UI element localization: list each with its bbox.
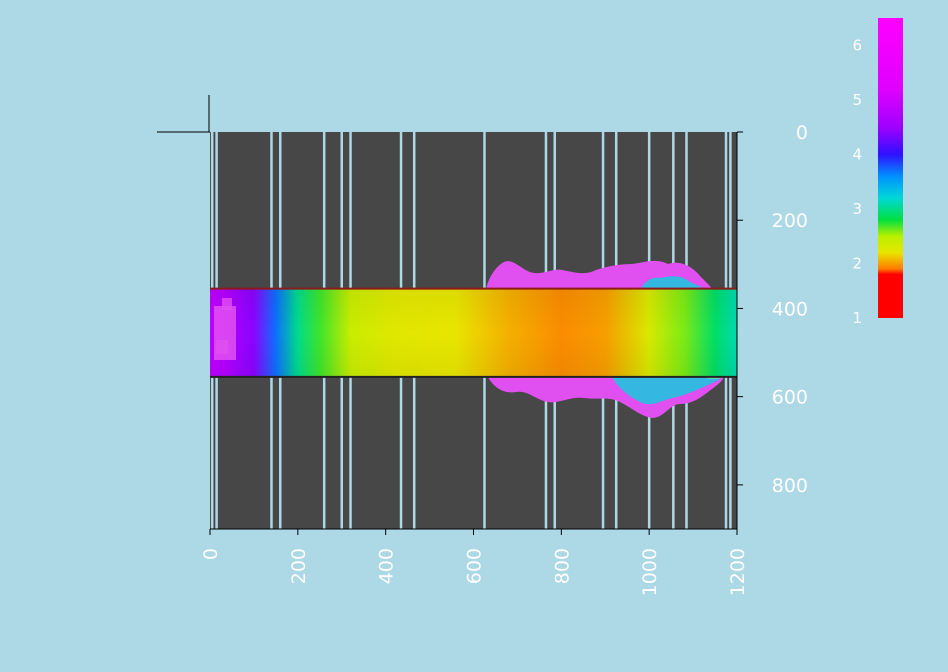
y-axis: 0 200 400 600 800 [736,122,808,529]
x-tick-label: 800 [551,548,573,584]
colorbar-tick-label: 6 [852,36,862,54]
colorbar-tick-label: 2 [852,254,862,272]
y-tick-label: 200 [772,210,808,232]
colorbar-tick-label: 5 [852,91,862,109]
inlet-speckle-b [222,298,232,310]
x-axis: 0 200 400 600 800 1000 1200 [200,528,749,596]
colorbar-tick-label: 1 [852,309,862,327]
x-tick-label: 200 [288,548,310,584]
x-tick-label: 1200 [727,548,749,596]
colorbar [878,18,903,318]
plume-bottom-inner [612,377,722,405]
x-tick-label: 600 [464,548,486,584]
y-tick-label: 600 [772,387,808,409]
colorbar-ticks: 1 2 3 4 5 6 [852,36,862,327]
y-tick-label: 400 [772,298,808,320]
x-tick-label: 0 [200,548,222,560]
colorbar-tick-label: 4 [852,145,862,163]
y-tick-label: 0 [796,122,808,144]
inlet-speckle-c [216,340,228,354]
colorbar-tick-label: 3 [852,200,862,218]
x-tick-label: 1000 [639,548,661,596]
inlet-speckle-group [214,298,236,360]
y-tick-label: 800 [772,475,808,497]
x-tick-label: 400 [376,548,398,584]
core-band-shading [210,289,737,377]
